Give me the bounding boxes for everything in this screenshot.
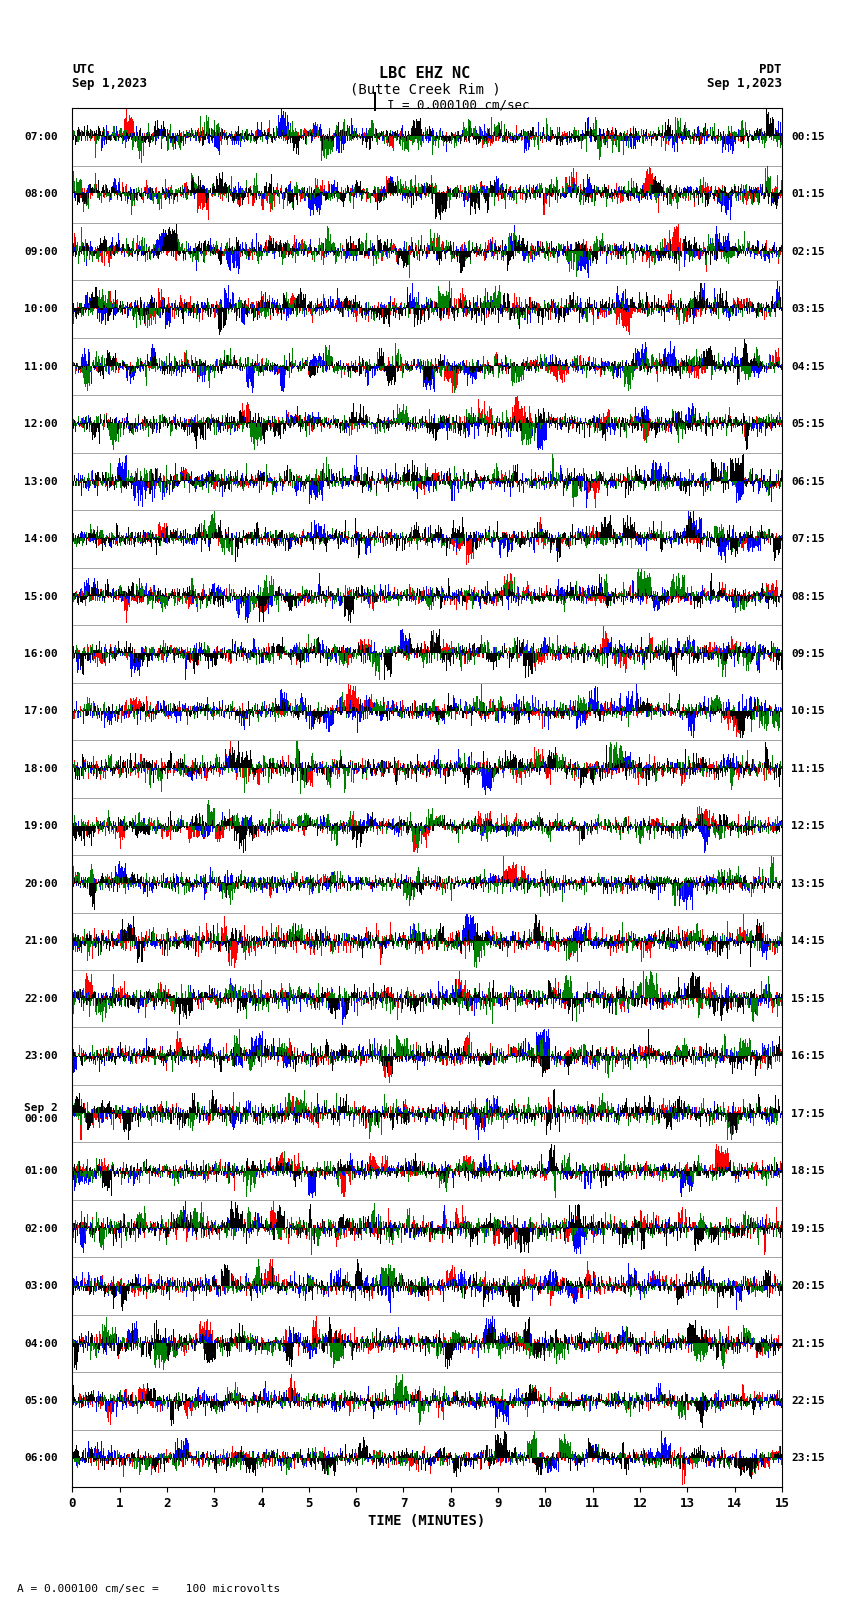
X-axis label: TIME (MINUTES): TIME (MINUTES): [369, 1515, 485, 1528]
Text: 18:00: 18:00: [25, 765, 58, 774]
Text: 13:15: 13:15: [791, 879, 825, 889]
Text: 03:15: 03:15: [791, 305, 825, 315]
Text: 07:00: 07:00: [25, 132, 58, 142]
Text: 10:00: 10:00: [25, 305, 58, 315]
Text: I = 0.000100 cm/sec: I = 0.000100 cm/sec: [387, 98, 530, 111]
Text: 10:15: 10:15: [791, 706, 825, 716]
Text: 14:15: 14:15: [791, 936, 825, 947]
Text: PDT: PDT: [760, 63, 782, 76]
Text: 13:00: 13:00: [25, 476, 58, 487]
Text: 17:00: 17:00: [25, 706, 58, 716]
Text: 20:00: 20:00: [25, 879, 58, 889]
Text: 18:15: 18:15: [791, 1166, 825, 1176]
Text: 22:15: 22:15: [791, 1395, 825, 1407]
Text: 21:15: 21:15: [791, 1339, 825, 1348]
Text: UTC: UTC: [72, 63, 94, 76]
Text: 22:00: 22:00: [25, 994, 58, 1003]
Text: 21:00: 21:00: [25, 936, 58, 947]
Text: 02:00: 02:00: [25, 1224, 58, 1234]
Text: 16:00: 16:00: [25, 648, 58, 660]
Text: 15:15: 15:15: [791, 994, 825, 1003]
Text: Sep 2
00:00: Sep 2 00:00: [25, 1103, 58, 1124]
Text: 04:00: 04:00: [25, 1339, 58, 1348]
Text: 23:15: 23:15: [791, 1453, 825, 1463]
Text: 07:15: 07:15: [791, 534, 825, 544]
Text: 23:00: 23:00: [25, 1052, 58, 1061]
Text: Sep 1,2023: Sep 1,2023: [707, 77, 782, 90]
Text: 04:15: 04:15: [791, 361, 825, 371]
Text: 01:15: 01:15: [791, 189, 825, 200]
Text: 02:15: 02:15: [791, 247, 825, 256]
Text: 11:00: 11:00: [25, 361, 58, 371]
Text: 16:15: 16:15: [791, 1052, 825, 1061]
Text: LBC EHZ NC: LBC EHZ NC: [379, 66, 471, 81]
Text: 08:00: 08:00: [25, 189, 58, 200]
Text: 14:00: 14:00: [25, 534, 58, 544]
Text: 20:15: 20:15: [791, 1281, 825, 1290]
Text: 05:15: 05:15: [791, 419, 825, 429]
Text: 12:00: 12:00: [25, 419, 58, 429]
Text: 15:00: 15:00: [25, 592, 58, 602]
Text: 00:15: 00:15: [791, 132, 825, 142]
Text: 03:00: 03:00: [25, 1281, 58, 1290]
Text: 06:15: 06:15: [791, 476, 825, 487]
Text: 09:15: 09:15: [791, 648, 825, 660]
Text: 01:00: 01:00: [25, 1166, 58, 1176]
Text: 19:00: 19:00: [25, 821, 58, 831]
Text: 05:00: 05:00: [25, 1395, 58, 1407]
Text: 06:00: 06:00: [25, 1453, 58, 1463]
Text: A = 0.000100 cm/sec =    100 microvolts: A = 0.000100 cm/sec = 100 microvolts: [17, 1584, 280, 1594]
Text: 17:15: 17:15: [791, 1108, 825, 1119]
Text: 11:15: 11:15: [791, 765, 825, 774]
Text: 08:15: 08:15: [791, 592, 825, 602]
Text: Sep 1,2023: Sep 1,2023: [72, 77, 147, 90]
Text: 12:15: 12:15: [791, 821, 825, 831]
Text: 19:15: 19:15: [791, 1224, 825, 1234]
Text: 09:00: 09:00: [25, 247, 58, 256]
Text: (Butte Creek Rim ): (Butte Creek Rim ): [349, 82, 501, 97]
